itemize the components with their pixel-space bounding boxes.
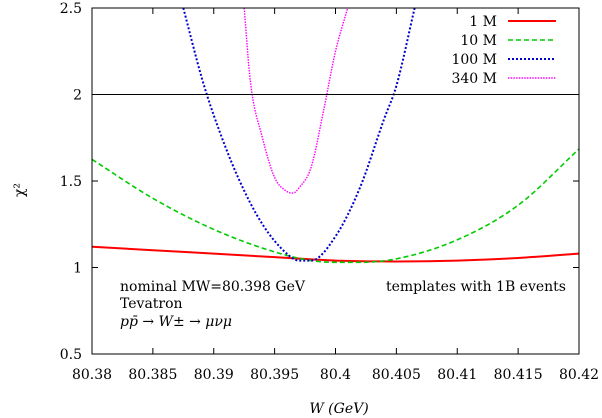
x-tick-label: 80.42	[559, 367, 599, 383]
x-tick-label: 80.38	[72, 367, 112, 383]
x-tick-label: 80.415	[494, 367, 543, 383]
y-tick-label: 0.5	[60, 347, 82, 363]
series-line-10m	[92, 148, 579, 264]
legend: 1 M 10 M 100 M 340 M	[451, 14, 556, 87]
x-axis-label: W (GeV)	[309, 401, 368, 417]
x-tick-label: 80.385	[128, 367, 177, 383]
legend-label-100m: 100 M	[451, 52, 497, 68]
series-line-1m	[92, 245, 579, 263]
annotation-process: pp̄ → W± → μνμ	[120, 314, 232, 330]
tick-labels: 80.38 80.385 80.39 80.395 80.4 80.405 80.41 80.…	[60, 1, 599, 383]
axis-ticks	[91, 7, 580, 355]
x-tick-label: 80.395	[250, 367, 299, 383]
x-tick-label: 80.41	[437, 367, 477, 383]
y-axis-label: χ²	[12, 183, 28, 197]
x-tick-label: 80.4	[320, 367, 351, 383]
legend-label-340m: 340 M	[451, 71, 497, 87]
series-line-100m	[182, 8, 416, 262]
annotation-nominal: nominal MW=80.398 GeV	[120, 279, 306, 295]
y-tick-label: 1	[73, 261, 82, 277]
annotation-tevatron: Tevatron	[120, 296, 183, 312]
series-line-340m	[243, 8, 349, 194]
x-tick-label: 80.405	[372, 367, 421, 383]
y-tick-label: 1.5	[60, 174, 82, 190]
y-tick-label: 2	[73, 88, 82, 104]
legend-label-1m: 1 M	[469, 14, 497, 30]
x-tick-label: 80.39	[194, 367, 234, 383]
legend-label-10m: 10 M	[460, 33, 497, 49]
series-curves	[92, 8, 579, 264]
annotation-templates: templates with 1B events	[386, 279, 566, 295]
y-tick-label: 2.5	[60, 1, 82, 17]
